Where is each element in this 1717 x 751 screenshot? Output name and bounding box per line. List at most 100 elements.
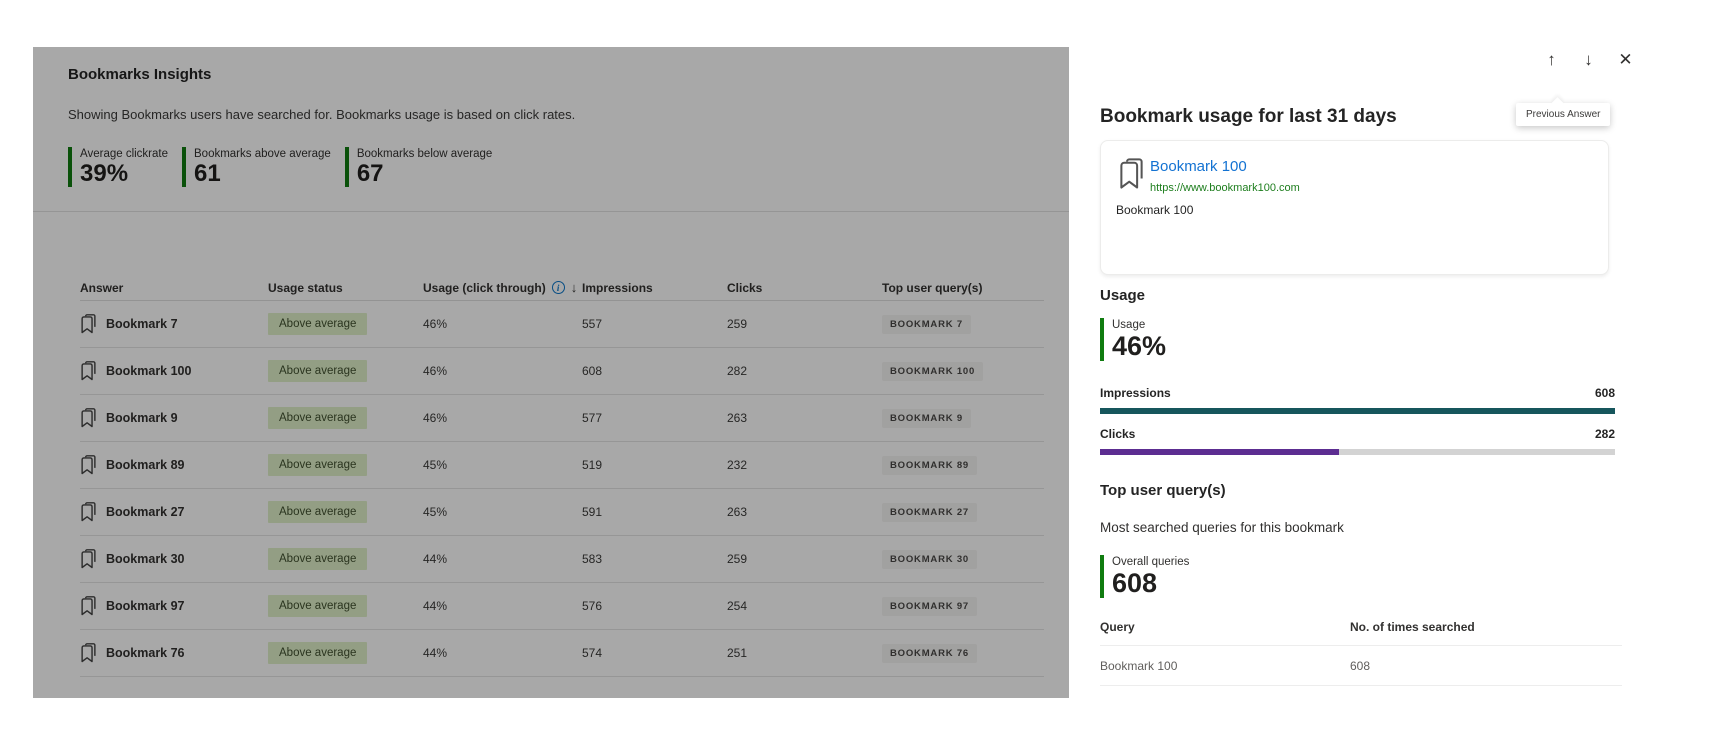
- bookmark-url: https://www.bookmark100.com: [1150, 182, 1300, 194]
- bookmark-icon: [81, 596, 96, 616]
- metric-label: Average clickrate: [80, 148, 168, 160]
- col-header-impressions: Impressions: [582, 280, 653, 295]
- stat-bar-fill: [1100, 449, 1339, 455]
- usage-cell: 46%: [423, 411, 448, 425]
- impressions-cell: 574: [582, 646, 603, 660]
- panel-dismiss-overlay[interactable]: [33, 47, 1069, 698]
- status-badge: Above average: [268, 501, 368, 523]
- status-badge: Above average: [268, 642, 368, 664]
- answer-name: Bookmark 30: [106, 552, 185, 566]
- status-badge: Above average: [268, 595, 368, 617]
- clicks-cell: 232: [727, 458, 748, 472]
- table-row[interactable]: Bookmark 89 Above average 45% 519 232 BO…: [80, 442, 1044, 489]
- overall-queries-metric: Overall queries 608: [1100, 555, 1189, 598]
- impressions-cell: 576: [582, 599, 603, 613]
- table-row[interactable]: Bookmark 30 Above average 44% 583 259 BO…: [80, 536, 1044, 583]
- impressions-cell: 577: [582, 411, 603, 425]
- previous-answer-button[interactable]: ↑: [1540, 48, 1563, 71]
- count-cell: 608: [1350, 658, 1371, 673]
- metric-average-clickrate: Average clickrate 39%: [68, 147, 168, 187]
- top-query-pill: BOOKMARK 9: [882, 409, 971, 428]
- close-panel-button[interactable]: ✕: [1614, 48, 1637, 71]
- clicks-cell: 254: [727, 599, 748, 613]
- table-row[interactable]: Bookmark 7 Above average 46% 557 259 BOO…: [80, 301, 1044, 348]
- queries-table-body: Bookmark 100 608: [1100, 646, 1622, 686]
- status-badge: Above average: [268, 313, 368, 335]
- clicks-cell: 263: [727, 411, 748, 425]
- impressions-cell: 557: [582, 317, 603, 331]
- answer-cell: Bookmark 27: [80, 502, 268, 522]
- table-row[interactable]: Bookmark 76 Above average 44% 574 251 BO…: [80, 630, 1044, 677]
- top-query-pill: BOOKMARK 100: [882, 362, 984, 381]
- answer-name: Bookmark 97: [106, 599, 185, 613]
- stat-bar-fill: [1100, 408, 1615, 414]
- query-cell: Bookmark 100: [1100, 658, 1178, 673]
- answer-cell: Bookmark 9: [80, 408, 268, 428]
- usage-metric: Usage 46%: [1100, 318, 1166, 361]
- answer-cell: Bookmark 100: [80, 361, 268, 381]
- queries-section-subtitle: Most searched queries for this bookmark: [1100, 520, 1344, 535]
- clicks-cell: 263: [727, 505, 748, 519]
- bookmark-description: Bookmark 100: [1116, 203, 1194, 217]
- table-row[interactable]: Bookmark 9 Above average 46% 577 263 BOO…: [80, 395, 1044, 442]
- top-query-pill: BOOKMARK 89: [882, 456, 978, 475]
- answer-cell: Bookmark 30: [80, 549, 268, 569]
- usage-status-cell: Above average: [268, 548, 423, 570]
- bookmark-icon: [81, 361, 96, 381]
- queries-table: Query No. of times searched Bookmark 100…: [1100, 620, 1622, 686]
- table-row[interactable]: Bookmark 27 Above average 45% 591 263 BO…: [80, 489, 1044, 536]
- clicks-cell: 259: [727, 317, 748, 331]
- top-query-cell: BOOKMARK 30: [882, 549, 1044, 569]
- queries-table-header: Query No. of times searched: [1100, 620, 1622, 646]
- col-header-count: No. of times searched: [1350, 620, 1475, 634]
- impressions-cell: 583: [582, 552, 603, 566]
- clicks-cell: 259: [727, 552, 748, 566]
- stat-bar-labels: Impressions 608: [1100, 386, 1615, 400]
- top-query-pill: BOOKMARK 27: [882, 503, 978, 522]
- status-badge: Above average: [268, 548, 368, 570]
- answer-cell: Bookmark 7: [80, 314, 268, 334]
- usage-cell: 44%: [423, 646, 448, 660]
- stat-bar-label: Impressions: [1100, 386, 1171, 400]
- answer-name: Bookmark 9: [106, 411, 178, 425]
- sort-descending-icon[interactable]: ↓: [570, 280, 578, 295]
- top-query-cell: BOOKMARK 76: [882, 643, 1044, 663]
- metric-value: 46%: [1112, 331, 1167, 361]
- info-icon[interactable]: i: [551, 281, 565, 294]
- stat-bar-value: 608: [1594, 386, 1615, 400]
- top-query-cell: BOOKMARK 100: [882, 361, 1044, 381]
- top-query-cell: BOOKMARK 89: [882, 455, 1044, 475]
- status-badge: Above average: [268, 454, 368, 476]
- bookmarks-table: Answer Usage status Usage (click through…: [80, 275, 1044, 677]
- usage-cell: 44%: [423, 552, 448, 566]
- stat-bar-row: Impressions 608: [1100, 386, 1615, 414]
- clicks-cell: 282: [727, 364, 748, 378]
- answer-cell: Bookmark 76: [80, 643, 268, 663]
- table-row[interactable]: Bookmark 100 Above average 46% 608 282 B…: [80, 348, 1044, 395]
- table-row[interactable]: Bookmark 97 Above average 44% 576 254 BO…: [80, 583, 1044, 630]
- stat-bar-value: 282: [1594, 427, 1615, 441]
- summary-metrics: Average clickrate 39% Bookmarks above av…: [68, 147, 506, 187]
- usage-status-cell: Above average: [268, 407, 423, 429]
- panel-title: Bookmark usage for last 31 days: [1100, 106, 1397, 127]
- metric-value: 39%: [80, 160, 129, 187]
- top-query-pill: BOOKMARK 7: [882, 315, 971, 334]
- next-answer-button[interactable]: ↓: [1577, 48, 1600, 71]
- usage-status-cell: Above average: [268, 313, 423, 335]
- metric-above-average: Bookmarks above average 61: [182, 147, 331, 187]
- table-body: Bookmark 7 Above average 46% 557 259 BOO…: [80, 301, 1044, 677]
- usage-status-cell: Above average: [268, 595, 423, 617]
- col-header-usage-label: Usage (click through): [423, 280, 546, 295]
- metric-label: Bookmarks below average: [356, 148, 493, 160]
- usage-cell: 45%: [423, 458, 448, 472]
- top-query-pill: BOOKMARK 30: [882, 550, 978, 569]
- metric-value: 67: [356, 160, 384, 187]
- status-badge: Above average: [268, 407, 368, 429]
- usage-status-cell: Above average: [268, 501, 423, 523]
- answer-name: Bookmark 27: [106, 505, 185, 519]
- section-divider: [33, 211, 1069, 212]
- bookmark-title-link[interactable]: Bookmark 100: [1150, 158, 1247, 175]
- top-query-cell: BOOKMARK 97: [882, 596, 1044, 616]
- status-badge: Above average: [268, 360, 368, 382]
- usage-status-cell: Above average: [268, 360, 423, 382]
